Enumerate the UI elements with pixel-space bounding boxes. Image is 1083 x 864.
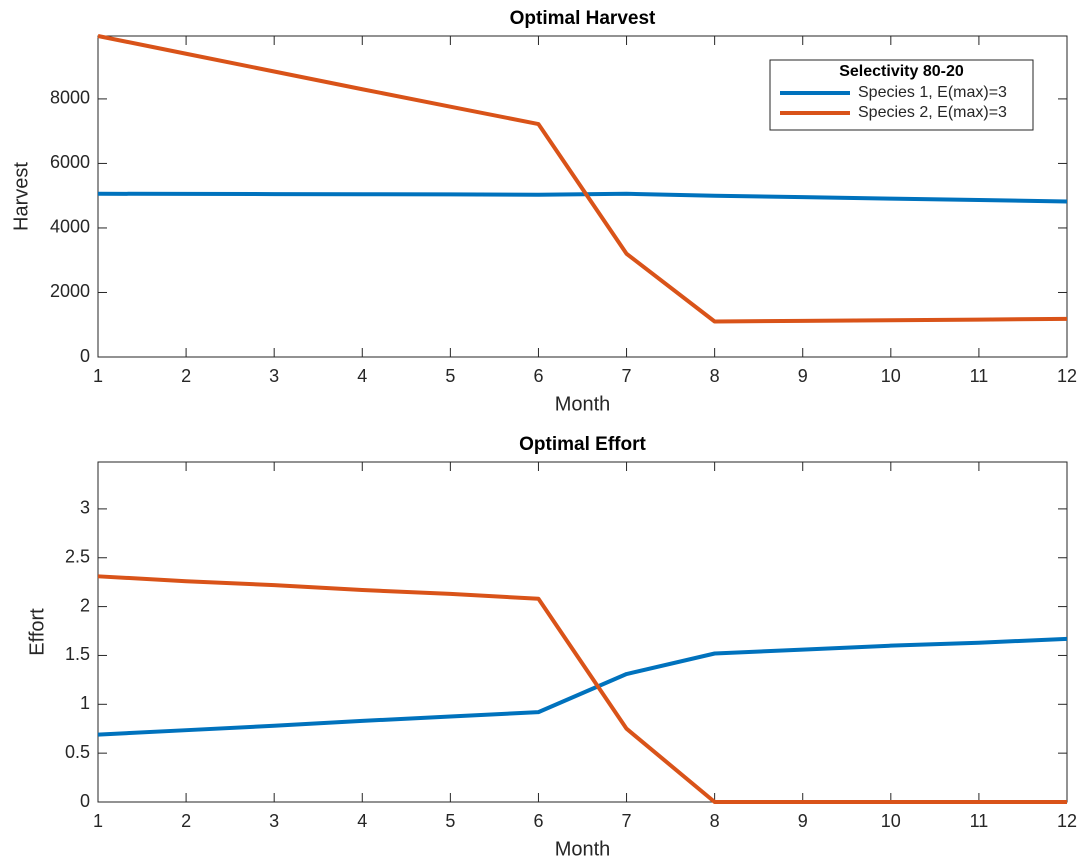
x-tick-label: 10 <box>881 366 901 386</box>
x-tick-label: 12 <box>1057 811 1077 831</box>
series-line <box>97 574 1067 804</box>
x-tick-label: 12 <box>1057 366 1077 386</box>
series-line <box>97 636 1068 737</box>
y-tick-label: 1 <box>80 693 90 713</box>
x-tick-label: 4 <box>357 811 367 831</box>
x-axis-label: Month <box>555 838 611 859</box>
x-tick-label: 9 <box>798 366 808 386</box>
x-tick-label: 4 <box>357 366 367 386</box>
x-tick-label: 6 <box>533 366 543 386</box>
y-tick-label: 0 <box>80 346 90 366</box>
x-tick-label: 1 <box>93 811 103 831</box>
y-tick-label: 2000 <box>50 281 90 301</box>
x-tick-label: 5 <box>445 811 455 831</box>
y-tick-label: 4000 <box>50 217 90 237</box>
y-tick-label: 0.5 <box>65 742 90 762</box>
y-tick-label: 1.5 <box>65 644 90 664</box>
x-tick-label: 3 <box>269 366 279 386</box>
x-tick-label: 1 <box>93 366 103 386</box>
legend-label: Species 1, E(max)=3 <box>858 84 1007 101</box>
x-tick-label: 8 <box>710 366 720 386</box>
y-tick-label: 3 <box>80 498 90 518</box>
x-axis-label: Month <box>555 393 611 415</box>
x-tick-label: 6 <box>533 811 543 831</box>
legend-title: Selectivity 80-20 <box>839 63 964 80</box>
legend-label: Species 2, E(max)=3 <box>858 104 1007 121</box>
x-tick-label: 9 <box>798 811 808 831</box>
x-tick-label: 3 <box>269 811 279 831</box>
x-tick-label: 5 <box>445 366 455 386</box>
y-tick-label: 0 <box>80 791 90 811</box>
x-tick-label: 11 <box>970 811 989 831</box>
chart-title: Optimal Effort <box>519 434 646 455</box>
x-tick-label: 10 <box>881 811 901 831</box>
x-tick-label: 8 <box>710 811 720 831</box>
x-tick-label: 2 <box>181 811 191 831</box>
x-tick-label: 11 <box>970 366 989 386</box>
series-line <box>97 191 1068 204</box>
chart-title: Optimal Harvest <box>510 8 656 29</box>
axes-box <box>97 461 1068 803</box>
y-tick-label: 2.5 <box>65 546 90 566</box>
x-tick-label: 2 <box>181 366 191 386</box>
x-tick-label: 7 <box>622 811 632 831</box>
x-tick-label: 7 <box>622 366 632 386</box>
y-axis-label: Effort <box>26 608 48 656</box>
y-tick-label: 8000 <box>50 88 90 108</box>
y-tick-label: 2 <box>80 595 90 615</box>
y-axis-label: Harvest <box>10 162 32 231</box>
legend: Selectivity 80-20 Species 1, E(max)=3 Spec… <box>769 59 1034 131</box>
y-tick-label: 6000 <box>50 152 90 172</box>
series-line <box>97 34 1068 324</box>
